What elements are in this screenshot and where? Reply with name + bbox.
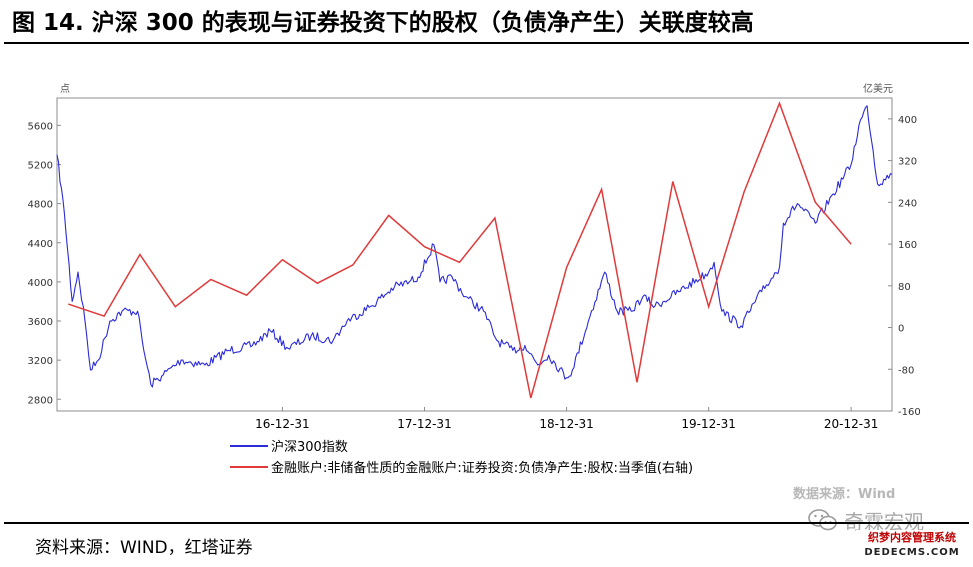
plot-frame bbox=[56, 97, 893, 412]
left-tick-label: 2800 bbox=[28, 395, 53, 406]
left-tick-label: 5200 bbox=[28, 161, 53, 172]
legend-label-hs300: 沪深300指数 bbox=[271, 439, 348, 455]
left-tick-label: 4400 bbox=[28, 239, 53, 250]
right-tick-label: 400 bbox=[898, 115, 917, 126]
x-tick-label: 18-12-31 bbox=[539, 417, 593, 431]
left-tick-label: 3200 bbox=[28, 356, 53, 367]
figure-title: 图 14. 沪深 300 的表现与证券投资下的股权（负债净产生）关联度较高 bbox=[12, 10, 754, 36]
right-tick-label: -80 bbox=[898, 365, 914, 376]
series-layer bbox=[56, 101, 893, 399]
cms-stamp-line1: 织梦内容管理系统 bbox=[868, 531, 956, 544]
left-tick-label: 4000 bbox=[28, 278, 53, 289]
x-tick-label: 20-12-31 bbox=[824, 417, 878, 431]
equity-liability-line bbox=[68, 101, 852, 399]
x-tick-label: 17-12-31 bbox=[397, 417, 451, 431]
wechat-account-name: 奇霖宏观 bbox=[844, 509, 924, 534]
hs300-index-line bbox=[56, 105, 893, 388]
x-tick-label: 16-12-31 bbox=[255, 417, 309, 431]
right-tick-label: 240 bbox=[898, 198, 917, 209]
left-axis-ticks: 2800 3200 3600 4000 4400 4800 5200 5600 bbox=[28, 121, 61, 406]
right-tick-label: 80 bbox=[898, 282, 911, 293]
x-axis-ticks: 16-12-31 17-12-31 18-12-31 19-12-31 20-12-31 bbox=[255, 407, 878, 431]
left-tick-label: 3600 bbox=[28, 317, 53, 328]
right-tick-label: 320 bbox=[898, 157, 917, 168]
left-tick-label: 5600 bbox=[28, 121, 53, 132]
wechat-icon bbox=[808, 509, 837, 531]
cms-stamp: 织梦内容管理系统 DEDECMS.COM bbox=[856, 530, 968, 564]
data-source-watermark: 数据来源：Wind bbox=[793, 487, 896, 502]
left-tick-label: 4800 bbox=[28, 200, 53, 211]
right-tick-label: -160 bbox=[898, 407, 921, 418]
title-rule bbox=[4, 42, 969, 44]
right-axis-unit: 亿美元 bbox=[863, 82, 893, 95]
right-axis-ticks: -160 -80 0 80 160 240 320 400 bbox=[888, 115, 921, 418]
cms-stamp-line2: DEDECMS.COM bbox=[864, 547, 960, 558]
legend: 沪深300指数 金融账户:非储备性质的金融账户:证券投资:负债净产生:股权:当季… bbox=[230, 439, 693, 476]
x-tick-label: 19-12-31 bbox=[681, 417, 735, 431]
right-tick-label: 160 bbox=[898, 240, 917, 251]
legend-label-equity-liability: 金融账户:非储备性质的金融账户:证券投资:负债净产生:股权:当季值(右轴) bbox=[271, 460, 693, 476]
right-tick-label: 0 bbox=[898, 324, 904, 335]
left-axis-unit: 点 bbox=[60, 83, 70, 95]
source-note: 资料来源：WIND，红塔证券 bbox=[35, 538, 253, 558]
footer-rule bbox=[4, 522, 969, 524]
